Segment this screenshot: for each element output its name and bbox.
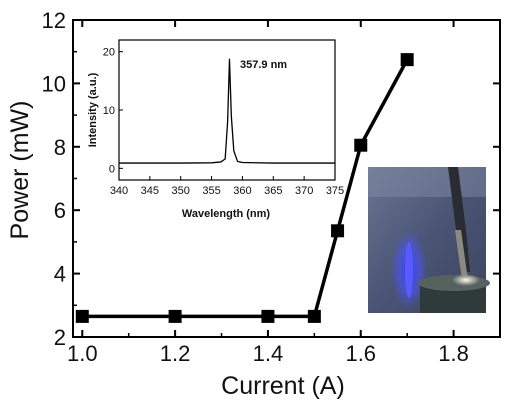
data-point-marker	[400, 53, 414, 67]
data-point-marker	[331, 224, 345, 238]
data-point-marker	[168, 309, 182, 323]
main-series	[75, 53, 414, 323]
x-tick-label: 1.0	[67, 341, 98, 366]
data-point-marker	[75, 309, 89, 323]
data-point-marker	[261, 309, 275, 323]
inset-x-tick-label: 345	[141, 185, 159, 197]
main-x-axis-label: Current (A)	[221, 372, 345, 400]
spectrum-line	[119, 58, 335, 164]
y-tick-label: 2	[54, 325, 66, 350]
inset-y-tick-label: 10	[103, 105, 115, 117]
inset-x-axis-label: Wavelength (nm)	[182, 208, 271, 220]
inset-y-tick-label: 20	[103, 47, 115, 59]
main-y-axis-label: Power (mW)	[6, 101, 34, 240]
inset-x-tick-label: 365	[264, 185, 282, 197]
main-axis-ticks: 1.0 1.2 1.4 1.6 1.8 2 4 6 8 10 12	[42, 8, 500, 366]
y-tick-label: 4	[54, 262, 66, 287]
y-tick-label: 12	[42, 8, 66, 33]
x-tick-label: 1.4	[253, 341, 284, 366]
inset-plot-frame	[118, 39, 336, 181]
inset-x-tick-label: 370	[295, 185, 313, 197]
data-point-marker	[307, 309, 321, 323]
x-tick-label: 1.8	[438, 341, 469, 366]
laser-emission-photo	[368, 167, 490, 313]
y-tick-label: 8	[54, 135, 66, 160]
y-tick-label: 10	[42, 71, 66, 96]
y-tick-label: 6	[54, 198, 66, 223]
inset-y-axis-label: Intensity (a.u.)	[87, 72, 99, 147]
inset-y-tick-label: 0	[109, 163, 115, 175]
inset-series	[119, 58, 335, 164]
x-tick-label: 1.2	[160, 341, 191, 366]
inset-x-tick-label: 340	[110, 185, 128, 197]
inset-axis-ticks: 340 345 350 355 360 365 370 375 0 10 20	[103, 47, 344, 197]
inset-x-tick-label: 375	[326, 185, 344, 197]
inset-x-tick-label: 360	[233, 185, 251, 197]
inset-x-tick-label: 350	[172, 185, 190, 197]
inset-peak-annotation: 357.9 nm	[240, 59, 287, 71]
x-tick-label: 1.6	[345, 341, 376, 366]
data-point-marker	[354, 138, 368, 152]
watermark: @VBsem 微慧半导体	[388, 374, 515, 390]
inset-x-tick-label: 355	[202, 185, 220, 197]
